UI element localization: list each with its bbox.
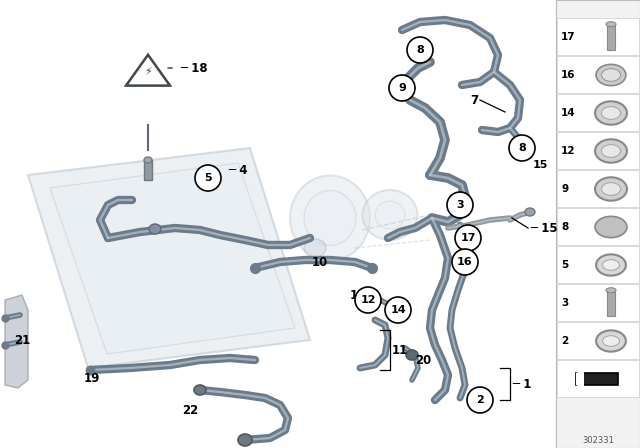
Text: 16: 16 xyxy=(561,70,575,80)
Ellipse shape xyxy=(304,239,326,257)
Text: 16: 16 xyxy=(457,257,473,267)
Ellipse shape xyxy=(290,176,370,260)
Text: 3: 3 xyxy=(456,200,464,210)
Text: 21: 21 xyxy=(13,333,30,346)
Ellipse shape xyxy=(304,190,356,246)
Text: 17: 17 xyxy=(561,32,575,42)
Ellipse shape xyxy=(596,330,626,352)
Bar xyxy=(576,373,618,385)
Text: 22: 22 xyxy=(182,404,198,417)
Text: 7: 7 xyxy=(470,94,478,107)
Circle shape xyxy=(355,287,381,313)
Circle shape xyxy=(407,37,433,63)
Ellipse shape xyxy=(602,69,621,82)
Text: 2: 2 xyxy=(561,336,568,346)
Text: ─ 4: ─ 4 xyxy=(228,164,248,177)
Ellipse shape xyxy=(606,288,616,293)
Bar xyxy=(607,290,615,316)
Bar xyxy=(557,132,639,169)
Text: 15: 15 xyxy=(532,160,548,170)
Ellipse shape xyxy=(194,385,206,395)
Polygon shape xyxy=(28,148,310,368)
Bar xyxy=(556,0,640,448)
Ellipse shape xyxy=(595,139,627,163)
Circle shape xyxy=(455,225,481,251)
Text: 12: 12 xyxy=(561,146,575,156)
Circle shape xyxy=(447,192,473,218)
Text: 3: 3 xyxy=(561,298,568,308)
Text: ─ 18: ─ 18 xyxy=(180,61,207,74)
Ellipse shape xyxy=(602,107,621,119)
Ellipse shape xyxy=(606,22,616,27)
Text: 8: 8 xyxy=(416,45,424,55)
Text: 8: 8 xyxy=(518,143,526,153)
Ellipse shape xyxy=(362,190,417,240)
Ellipse shape xyxy=(602,260,620,270)
Ellipse shape xyxy=(406,350,418,360)
Bar xyxy=(557,94,639,131)
Bar xyxy=(557,18,639,55)
Text: 19: 19 xyxy=(84,372,100,385)
Bar xyxy=(144,160,152,180)
Bar xyxy=(557,170,639,207)
Polygon shape xyxy=(576,369,584,389)
Text: 9: 9 xyxy=(561,184,568,194)
Text: 9: 9 xyxy=(398,83,406,93)
Bar xyxy=(557,246,639,283)
Circle shape xyxy=(467,387,493,413)
Ellipse shape xyxy=(595,216,627,237)
Text: 5: 5 xyxy=(204,173,212,183)
Text: 10: 10 xyxy=(312,255,328,268)
Ellipse shape xyxy=(596,65,626,86)
Polygon shape xyxy=(126,55,170,86)
Text: ⚡: ⚡ xyxy=(144,67,152,78)
Ellipse shape xyxy=(602,336,620,346)
Bar xyxy=(557,322,639,359)
Text: 8: 8 xyxy=(561,222,568,232)
Text: 2: 2 xyxy=(476,395,484,405)
Text: 12: 12 xyxy=(360,295,376,305)
Text: ─ 15: ─ 15 xyxy=(530,221,557,234)
Bar xyxy=(557,208,639,245)
Ellipse shape xyxy=(149,224,161,234)
Circle shape xyxy=(195,165,221,191)
Polygon shape xyxy=(5,295,28,388)
Ellipse shape xyxy=(595,101,627,125)
Polygon shape xyxy=(50,163,295,354)
Text: 13: 13 xyxy=(350,289,366,302)
Text: 14: 14 xyxy=(561,108,575,118)
Bar xyxy=(607,24,615,50)
Text: 20: 20 xyxy=(415,353,431,366)
Ellipse shape xyxy=(595,177,627,201)
Bar xyxy=(557,56,639,93)
Ellipse shape xyxy=(602,145,621,157)
Text: ─ 1: ─ 1 xyxy=(512,378,531,391)
Ellipse shape xyxy=(602,183,621,195)
Text: 11: 11 xyxy=(392,344,408,357)
Bar xyxy=(557,360,639,397)
Text: 14: 14 xyxy=(390,305,406,315)
Bar xyxy=(557,284,639,321)
Circle shape xyxy=(509,135,535,161)
Text: 302331: 302331 xyxy=(582,435,614,444)
Text: 5: 5 xyxy=(561,260,568,270)
Ellipse shape xyxy=(525,208,535,216)
Circle shape xyxy=(452,249,478,275)
Ellipse shape xyxy=(375,201,405,229)
Ellipse shape xyxy=(596,254,626,276)
Ellipse shape xyxy=(238,434,252,446)
Text: 17: 17 xyxy=(460,233,476,243)
Circle shape xyxy=(389,75,415,101)
Ellipse shape xyxy=(144,157,152,163)
Circle shape xyxy=(385,297,411,323)
